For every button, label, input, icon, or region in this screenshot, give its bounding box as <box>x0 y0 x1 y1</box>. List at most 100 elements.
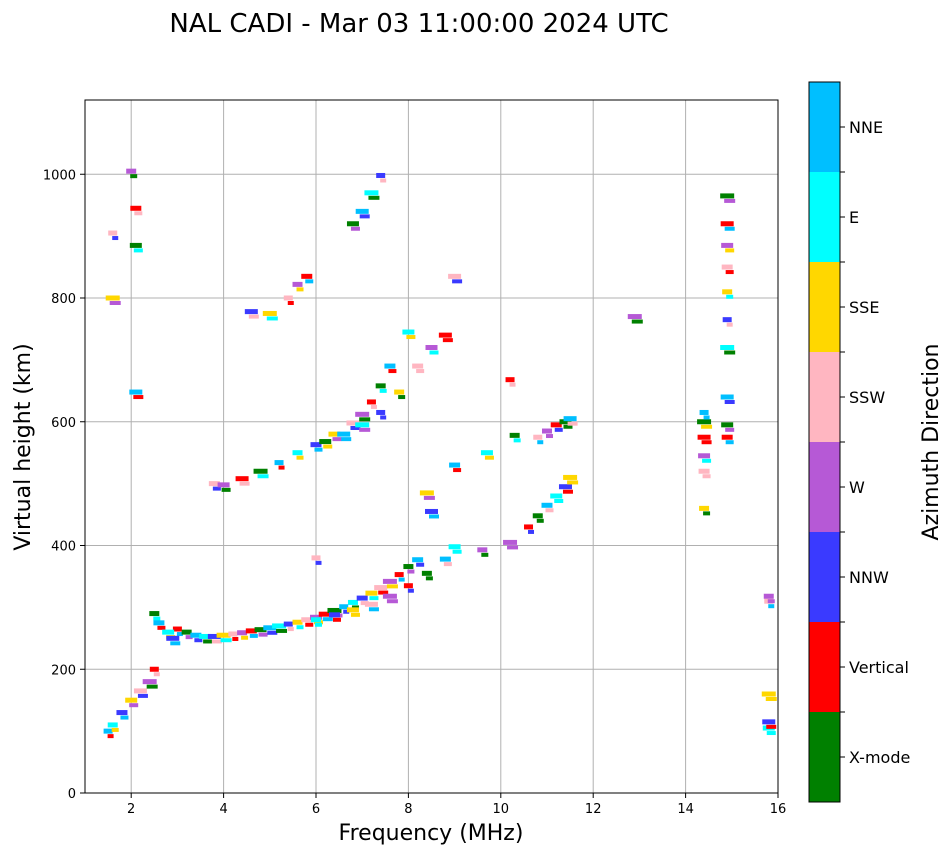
echo-mark <box>253 468 268 474</box>
echo-mark <box>248 314 259 319</box>
echo-mark <box>116 710 128 716</box>
echo-mark <box>129 703 139 708</box>
echo-mark <box>386 599 398 604</box>
echo-mark <box>541 502 553 508</box>
echo-mark <box>477 547 488 553</box>
echo-mark <box>453 468 462 473</box>
colorbar: X-mode Vertical NNW W SSW SSE E NNE <box>808 81 910 803</box>
echo-mark <box>274 460 284 466</box>
echo-mark <box>703 415 710 420</box>
echo-mark <box>190 632 202 638</box>
echo-mark <box>698 453 711 459</box>
echo-mark <box>425 345 438 350</box>
colorbar-tick-label: E <box>849 208 859 227</box>
echo-mark <box>129 389 143 395</box>
echo-mark <box>111 727 119 732</box>
echo-mark <box>185 635 193 640</box>
echo-mark <box>550 422 562 428</box>
echo-mark <box>341 437 352 442</box>
echo-mark <box>503 539 518 545</box>
echo-mark <box>448 544 461 550</box>
echo-mark <box>703 511 711 516</box>
echo-mark <box>146 684 158 689</box>
x-tick-label: 4 <box>219 802 227 817</box>
echo-mark <box>228 631 238 637</box>
colorbar-tick-label: NNW <box>849 568 889 587</box>
echo-mark <box>403 564 414 570</box>
colorbar-segment <box>809 442 840 532</box>
echo-mark <box>524 524 534 530</box>
echo-mark <box>318 611 332 617</box>
echo-mark <box>567 480 579 485</box>
echo-mark <box>513 438 521 443</box>
echo-mark <box>130 174 138 179</box>
echo-mark <box>394 572 404 578</box>
echo-mark <box>292 281 303 287</box>
echo-mark <box>235 476 249 482</box>
echo-mark <box>323 444 333 449</box>
echo-mark <box>725 248 735 253</box>
echo-mark <box>125 697 138 703</box>
echo-mark <box>232 636 239 641</box>
x-tick-label: 10 <box>493 802 510 817</box>
echo-mark <box>129 242 142 248</box>
echo-mark <box>266 316 278 321</box>
echo-mark <box>350 226 360 231</box>
y-tick-label: 600 <box>51 416 76 431</box>
echo-mark <box>310 442 322 448</box>
echo-mark <box>120 715 129 720</box>
echo-mark <box>429 514 439 519</box>
echo-mark <box>559 419 572 425</box>
echo-mark <box>343 609 350 614</box>
data-marks <box>103 168 777 739</box>
echo-mark <box>425 576 433 581</box>
echo-mark <box>103 728 113 734</box>
colorbar-segment <box>809 352 840 442</box>
echo-mark <box>153 616 161 621</box>
colorbar-tick-label: W <box>849 478 865 497</box>
echo-mark <box>216 632 231 638</box>
echo-mark <box>276 628 288 633</box>
echo-mark <box>416 369 425 374</box>
echo-mark <box>142 679 157 685</box>
echo-mark <box>443 562 452 567</box>
echo-mark <box>481 552 489 557</box>
colorbar-tick-label: NNE <box>849 118 883 137</box>
x-tick-label: 2 <box>127 802 135 817</box>
echo-mark <box>701 424 713 429</box>
echo-mark <box>380 415 387 420</box>
echo-mark <box>109 301 121 305</box>
echo-mark <box>388 369 397 374</box>
echo-mark <box>419 490 434 496</box>
echo-mark <box>386 584 398 589</box>
echo-mark <box>725 427 735 432</box>
echo-mark <box>722 317 732 323</box>
echo-mark <box>339 604 349 610</box>
echo-mark <box>563 424 573 429</box>
echo-mark <box>162 629 175 635</box>
echo-mark <box>314 620 323 625</box>
echo-mark <box>558 484 572 490</box>
echo-mark <box>702 458 712 463</box>
echo-mark <box>721 264 733 270</box>
echo-mark <box>378 590 389 595</box>
echo-mark <box>356 595 368 601</box>
echo-mark <box>181 629 192 635</box>
echo-mark <box>220 638 232 643</box>
echo-mark <box>305 279 314 284</box>
echo-mark <box>546 434 553 439</box>
echo-mark <box>134 211 143 216</box>
echo-mark <box>328 612 340 618</box>
echo-mark <box>239 481 250 486</box>
echo-mark <box>720 394 734 400</box>
echo-mark <box>292 619 303 625</box>
echo-mark <box>319 439 332 445</box>
echo-mark <box>263 625 277 631</box>
echo-mark <box>421 570 432 576</box>
colorbar-label: Azimuth Direction <box>919 343 944 540</box>
echo-mark <box>768 604 775 609</box>
colorbar-frame <box>808 81 841 803</box>
echo-mark <box>726 322 733 327</box>
plot-frame <box>84 99 779 794</box>
echo-mark <box>262 310 277 316</box>
